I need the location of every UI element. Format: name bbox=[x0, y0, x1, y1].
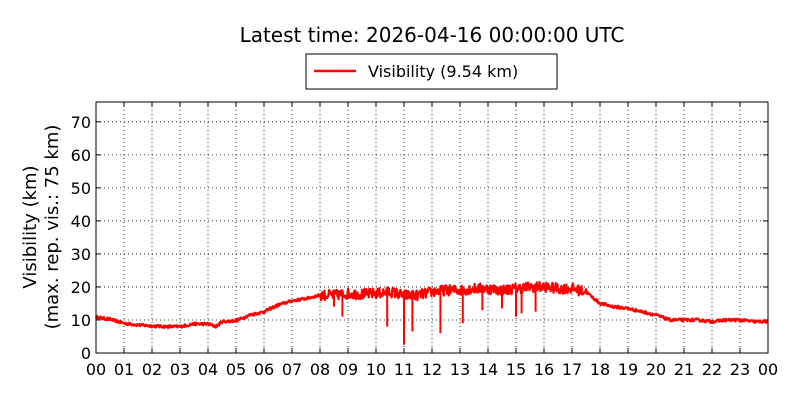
x-tick-label: 16 bbox=[534, 360, 554, 379]
x-tick-label: 13 bbox=[450, 360, 470, 379]
y-tick-labels: 0 10 20 30 40 50 60 70 bbox=[71, 113, 91, 363]
y-axis-label: Visibility (km) (max. rep. vis.: 75 km) bbox=[20, 125, 63, 330]
y-tick-label: 70 bbox=[71, 113, 91, 132]
y-tick-label: 50 bbox=[71, 179, 91, 198]
y-axis-label-line1: Visibility (km) bbox=[20, 165, 41, 288]
x-tick-label: 03 bbox=[170, 360, 190, 379]
x-tick-labels: 00 01 02 03 04 05 06 07 08 09 10 11 12 13 14 15 16 17 18 19… bbox=[86, 360, 778, 379]
x-tick-label: 14 bbox=[478, 360, 498, 379]
x-tick-label: 00 bbox=[758, 360, 778, 379]
series-line-visibility bbox=[94, 280, 769, 330]
plot-frame bbox=[95, 101, 769, 354]
x-tick-label: 02 bbox=[142, 360, 162, 379]
chart-title: Latest time: 2026-04-16 00:00:00 UTC bbox=[240, 23, 625, 47]
x-tick-label: 23 bbox=[730, 360, 750, 379]
x-tick-label: 19 bbox=[618, 360, 638, 379]
x-tick-label: 15 bbox=[506, 360, 526, 379]
x-tick-label: 04 bbox=[198, 360, 218, 379]
x-tick-label: 08 bbox=[310, 360, 330, 379]
x-tick-label: 11 bbox=[394, 360, 414, 379]
x-tick-label: 20 bbox=[646, 360, 666, 379]
x-tick-label: 21 bbox=[674, 360, 694, 379]
plot-area bbox=[94, 280, 769, 345]
grid-lines bbox=[96, 102, 768, 353]
x-tick-label: 17 bbox=[562, 360, 582, 379]
x-tick-label: 22 bbox=[702, 360, 722, 379]
y-tick-label: 10 bbox=[71, 311, 91, 330]
x-tick-label: 00 bbox=[86, 360, 106, 379]
x-tick-label: 12 bbox=[422, 360, 442, 379]
x-tick-label: 09 bbox=[338, 360, 358, 379]
tick-marks bbox=[95, 102, 769, 354]
x-tick-label: 06 bbox=[254, 360, 274, 379]
legend: Visibility (9.54 km) bbox=[305, 53, 558, 90]
legend-label: Visibility (9.54 km) bbox=[368, 62, 518, 81]
x-tick-label: 07 bbox=[282, 360, 302, 379]
y-tick-label: 30 bbox=[71, 245, 91, 264]
y-tick-label: 60 bbox=[71, 146, 91, 165]
y-tick-label: 20 bbox=[71, 278, 91, 297]
y-axis-label-line2: (max. rep. vis.: 75 km) bbox=[42, 125, 63, 330]
x-tick-label: 10 bbox=[366, 360, 386, 379]
y-tick-label: 40 bbox=[71, 212, 91, 231]
x-tick-label: 05 bbox=[226, 360, 246, 379]
x-tick-label: 01 bbox=[114, 360, 134, 379]
x-tick-label: 18 bbox=[590, 360, 610, 379]
y-tick-label: 0 bbox=[81, 344, 91, 363]
